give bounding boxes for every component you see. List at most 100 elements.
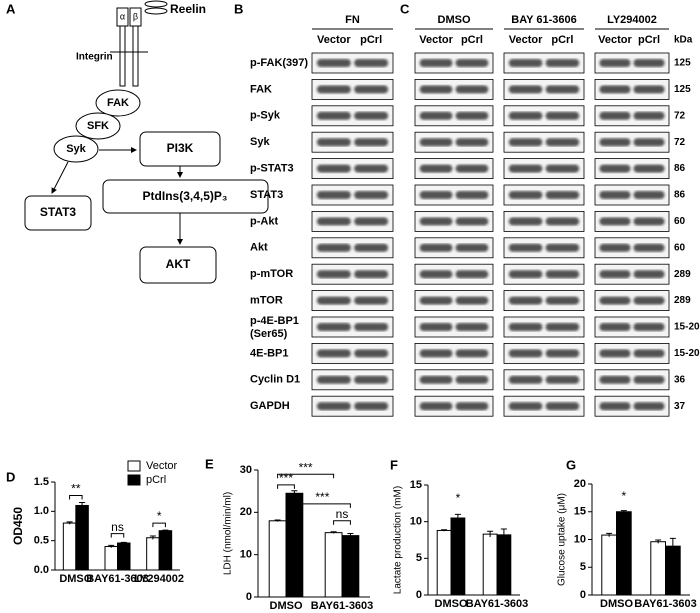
blot-frame: [594, 184, 670, 206]
blot-band: [599, 191, 631, 199]
y-axis-label: Lactate production (mM): [393, 486, 404, 594]
blot-frame: [503, 158, 585, 180]
protein-label: p-STAT3: [250, 163, 294, 175]
blot-band: [599, 164, 631, 173]
lane-label: pCrl: [461, 34, 483, 46]
blot-band: [354, 402, 389, 411]
significance-label: ns: [336, 507, 349, 521]
blot-band: [354, 191, 389, 199]
node-label: PtdIns(3,4,5)P₃: [143, 189, 228, 203]
group-label: LY294002: [607, 14, 657, 26]
blot-band: [354, 217, 389, 226]
legend-label: Vector: [146, 460, 178, 472]
blot-band: [599, 402, 631, 411]
y-tick-label: 0: [246, 591, 252, 603]
blot-frame: [311, 105, 394, 127]
blot-band: [316, 217, 351, 226]
y-tick-label: 0.0: [34, 564, 49, 576]
protein-note: (Ser65): [250, 328, 288, 340]
blot-band: [419, 138, 453, 147]
blot-band: [599, 323, 631, 331]
node-label: Syk: [66, 143, 86, 155]
group-label: DMSO: [438, 14, 471, 26]
blot-band: [599, 217, 631, 226]
blot-frame: [414, 316, 494, 338]
blot-band: [316, 59, 351, 67]
blot-band: [508, 243, 543, 252]
significance-label: ***: [279, 471, 293, 485]
blot-frame: [594, 342, 670, 364]
error-bar: [330, 531, 337, 534]
blot-frame: [414, 184, 494, 206]
blot-band: [455, 375, 489, 384]
kda-label: 36: [674, 374, 686, 385]
bar: [436, 529, 452, 596]
blot-band: [455, 59, 489, 67]
blot-frame: [414, 52, 494, 74]
error-bar: [162, 529, 169, 532]
blot-frame: [414, 131, 494, 153]
protein-label: STAT3: [250, 189, 283, 201]
ligand-label: Reelin: [170, 2, 206, 16]
blot-frame: [503, 52, 585, 74]
blot-frame: [311, 395, 394, 417]
node-label: SFK: [87, 120, 109, 132]
node-label: STAT3: [40, 205, 77, 219]
blot-frame: [503, 79, 585, 100]
blot-frame: [503, 369, 585, 391]
pathway-diagram: A Reelin α β Integrin FAK SFK Syk PI3K S…: [6, 0, 269, 284]
kda-label: 289: [674, 269, 691, 280]
blot-frame: [414, 263, 494, 285]
blot-band: [455, 85, 489, 94]
y-tick-label: 10: [574, 533, 586, 545]
kda-label: 15-20: [674, 348, 700, 359]
bar: [324, 532, 343, 598]
y-tick-label: 0: [580, 589, 586, 601]
blot-band: [545, 85, 580, 94]
blot-band: [508, 296, 543, 305]
blot-band: [455, 191, 489, 199]
x-tick-label: BAY61-3603: [311, 600, 374, 612]
blot-band: [316, 243, 351, 252]
significance-bracket: [69, 494, 83, 500]
bar: [117, 542, 131, 571]
bar: [496, 534, 512, 596]
blot-band: [419, 270, 453, 279]
blot-band: [354, 164, 389, 173]
protein-label: Akt: [250, 242, 268, 254]
blot-frame: [414, 79, 494, 100]
blot-band: [633, 138, 665, 147]
protein-label: p-Akt: [250, 215, 278, 227]
y-axis-label: LDH (nmol/min/ml): [223, 492, 234, 575]
blot-band: [316, 138, 351, 147]
blot-band: [419, 296, 453, 305]
blot-frame: [311, 237, 394, 259]
protein-label: p-Syk: [250, 110, 281, 122]
panel-label: C: [400, 1, 410, 16]
blot-frame: [311, 316, 394, 338]
bar: [158, 530, 173, 571]
blot-band: [354, 349, 389, 358]
blot-frame: [414, 105, 494, 127]
blot-band: [633, 243, 665, 252]
blot-band: [316, 375, 351, 384]
significance-bracket: [293, 503, 351, 508]
blot-band: [508, 85, 543, 94]
blot-band: [508, 349, 543, 358]
blot-band: [455, 270, 489, 279]
kda-label: 125: [674, 58, 691, 69]
blot-band: [633, 375, 665, 384]
blot-frame: [594, 105, 670, 127]
blot-band: [633, 217, 665, 226]
blot-band: [455, 349, 489, 358]
bar: [75, 504, 89, 571]
blot-frame: [594, 158, 670, 180]
blot-band: [455, 323, 489, 331]
x-tick-label: BAY61-3603: [634, 598, 697, 610]
significance-bracket: [277, 484, 295, 489]
error-bar: [655, 539, 662, 544]
blot-band: [419, 217, 453, 226]
y-tick-label: 1.5: [34, 476, 49, 488]
blot-band: [633, 402, 665, 411]
bar: [268, 520, 287, 598]
